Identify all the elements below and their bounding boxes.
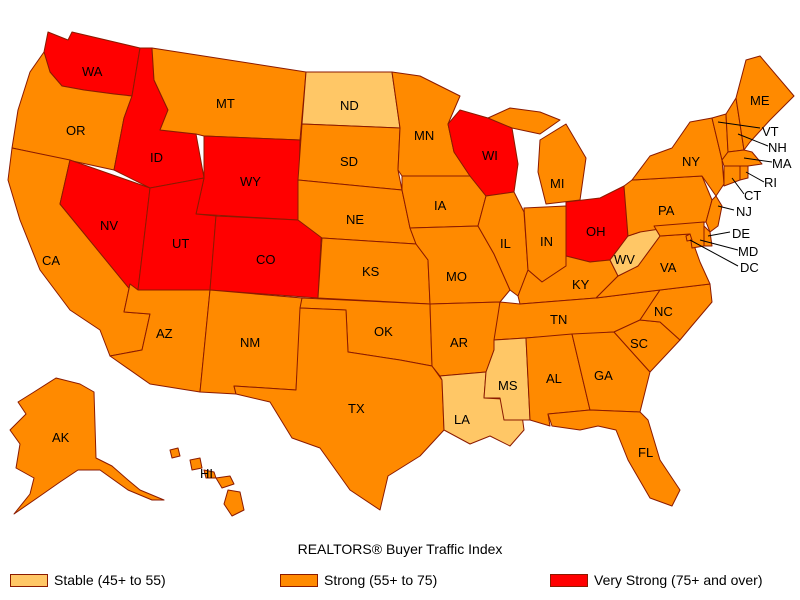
label-TN: TN <box>550 312 567 327</box>
label-AK: AK <box>52 430 70 445</box>
map-title: REALTORS® Buyer Traffic Index <box>297 541 503 557</box>
label-VA: VA <box>660 260 677 275</box>
state-HI-5[interactable] <box>223 489 245 517</box>
label-CO: CO <box>256 252 276 267</box>
state-MI-UP[interactable] <box>487 107 561 135</box>
label-OK: OK <box>374 324 393 339</box>
us-map: WA OR CA ID NV MT WY UT CO AZ NM ND SD N… <box>7 31 795 517</box>
label-WY: WY <box>240 174 261 189</box>
label-NM: NM <box>240 335 260 350</box>
label-NH: NH <box>768 140 787 155</box>
label-MS: MS <box>498 378 518 393</box>
label-ND: ND <box>340 98 359 113</box>
label-PA: PA <box>658 203 675 218</box>
label-CA: CA <box>42 253 60 268</box>
legend-swatch-stable <box>10 573 48 587</box>
label-VT: VT <box>762 124 779 139</box>
state-HI-group <box>169 447 245 517</box>
label-DE: DE <box>732 226 750 241</box>
label-MA: MA <box>772 156 792 171</box>
label-TX: TX <box>348 401 365 416</box>
legend-item-stable: Stable (45+ to 55) <box>10 572 166 588</box>
label-MT: MT <box>216 96 235 111</box>
legend-item-very-strong: Very Strong (75+ and over) <box>550 572 763 588</box>
label-NC: NC <box>654 304 673 319</box>
legend-label-strong: Strong (55+ to 75) <box>324 572 438 588</box>
label-HI: HI <box>200 466 213 481</box>
label-NE: NE <box>346 212 364 227</box>
label-UT: UT <box>172 236 189 251</box>
label-MD: MD <box>738 244 758 259</box>
label-WA: WA <box>82 64 103 79</box>
label-SC: SC <box>630 336 648 351</box>
state-HI-1[interactable] <box>169 447 181 459</box>
state-MA[interactable] <box>721 149 763 167</box>
label-MO: MO <box>446 269 467 284</box>
legend-item-strong: Strong (55+ to 75) <box>280 572 437 588</box>
state-CT[interactable] <box>723 165 741 187</box>
label-MN: MN <box>414 128 434 143</box>
label-RI: RI <box>764 175 777 190</box>
state-AK[interactable] <box>9 377 165 515</box>
state-WI[interactable] <box>447 109 519 197</box>
label-WI: WI <box>482 148 498 163</box>
state-SD[interactable] <box>297 123 403 191</box>
label-ID: ID <box>150 150 163 165</box>
state-MD[interactable] <box>653 221 705 249</box>
state-NJ[interactable] <box>705 195 723 233</box>
label-OR: OR <box>66 123 86 138</box>
legend-swatch-very-strong <box>550 573 588 587</box>
label-KS: KS <box>362 264 380 279</box>
state-TX[interactable] <box>233 307 445 511</box>
label-GA: GA <box>594 368 613 383</box>
state-MT[interactable] <box>151 47 307 141</box>
legend-swatch-strong <box>280 573 318 587</box>
label-FL: FL <box>638 445 653 460</box>
label-OH: OH <box>586 224 606 239</box>
state-RI[interactable] <box>739 165 749 181</box>
label-DC: DC <box>740 260 759 275</box>
label-AZ: AZ <box>156 326 173 341</box>
legend-label-very-strong: Very Strong (75+ and over) <box>594 572 763 588</box>
label-ME: ME <box>750 93 770 108</box>
label-IL: IL <box>500 236 511 251</box>
state-MI[interactable] <box>537 123 587 205</box>
label-SD: SD <box>340 154 358 169</box>
state-CO[interactable] <box>209 215 323 299</box>
label-NJ: NJ <box>736 204 752 219</box>
label-KY: KY <box>572 277 590 292</box>
state-WY[interactable] <box>195 135 301 221</box>
label-LA: LA <box>454 412 470 427</box>
label-NY: NY <box>682 154 700 169</box>
state-HI-2[interactable] <box>189 457 203 471</box>
label-AL: AL <box>546 371 562 386</box>
label-IN: IN <box>540 234 553 249</box>
label-CT: CT <box>744 188 761 203</box>
label-NV: NV <box>100 218 118 233</box>
state-DC[interactable] <box>685 233 693 242</box>
state-labels: WA OR CA ID NV MT WY UT CO AZ NM ND SD N… <box>42 64 792 481</box>
legend: Stable (45+ to 55) Strong (55+ to 75) Ve… <box>0 572 800 592</box>
state-FL[interactable] <box>547 409 681 507</box>
state-GA[interactable] <box>571 331 651 413</box>
label-MI: MI <box>550 176 564 191</box>
label-AR: AR <box>450 335 468 350</box>
legend-label-stable: Stable (45+ to 55) <box>54 572 166 588</box>
state-HI-4[interactable] <box>215 475 235 489</box>
label-WV: WV <box>614 252 635 267</box>
leader-lines <box>689 121 773 267</box>
label-IA: IA <box>434 198 447 213</box>
